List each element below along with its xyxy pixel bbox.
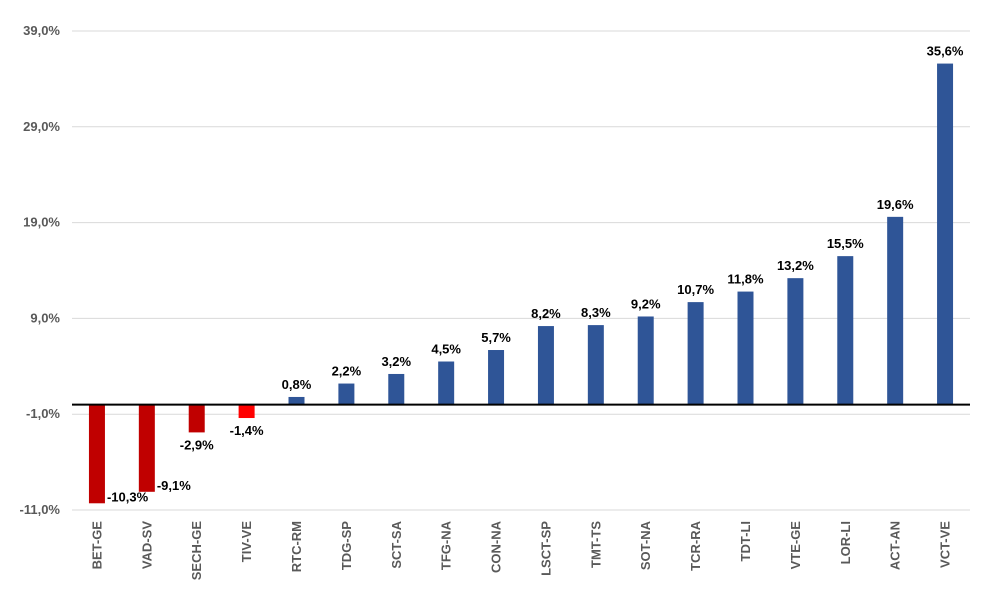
x-tick-label: LSCT-SP: [538, 521, 553, 576]
x-tick-label: TFG-NA: [439, 520, 454, 570]
x-tick-label: CON-NA: [489, 520, 504, 573]
x-tick-label: LOR-LI: [838, 521, 853, 564]
x-tick-label: SECH-GE: [189, 521, 204, 581]
bar: [537, 326, 554, 405]
bar: [687, 302, 704, 405]
bar: [737, 291, 754, 405]
y-tick-label: 9,0%: [30, 310, 60, 325]
x-tick-label: RTC-RM: [289, 521, 304, 572]
data-label: 11,8%: [727, 272, 764, 287]
bar: [837, 256, 854, 405]
data-label: 5,7%: [481, 330, 511, 345]
gridlines: [72, 30, 970, 511]
bar: [488, 350, 505, 405]
x-tick-label: BET-GE: [89, 521, 104, 570]
bar: [338, 383, 355, 405]
x-tick-label: TDT-LI: [738, 521, 753, 561]
y-tick-label: -1,0%: [26, 406, 60, 421]
data-label: 8,3%: [581, 305, 611, 320]
data-label: -9,1%: [157, 478, 191, 493]
x-tick-label: TCR-RA: [688, 520, 703, 570]
bar: [138, 404, 155, 492]
x-tick-label: TMT-TS: [588, 521, 603, 568]
x-tick-label: ACT-AN: [888, 521, 903, 570]
x-tick-label: SCT-SA: [389, 520, 404, 568]
bar: [238, 404, 255, 419]
x-tick-label: VAD-SV: [139, 521, 154, 569]
y-tick-label: 19,0%: [23, 215, 60, 230]
y-axis: -11,0% -1,0% 9,0% 19,0% 29,0% 39,0%: [20, 23, 61, 517]
data-label: 9,2%: [631, 296, 661, 311]
x-tick-label: VTE-GE: [788, 521, 803, 570]
data-label: 2,2%: [332, 364, 362, 379]
bar: [388, 373, 405, 405]
data-label: 4,5%: [431, 342, 461, 357]
x-tick-label: VCT-VE: [938, 521, 953, 568]
bar: [88, 404, 105, 504]
bars: [88, 63, 954, 504]
x-tick-label: TDG-SP: [339, 521, 354, 570]
bar: [288, 396, 305, 405]
data-label: 8,2%: [531, 306, 561, 321]
data-label: 0,8%: [282, 377, 312, 392]
data-label: 13,2%: [777, 258, 814, 273]
data-label: 10,7%: [677, 282, 714, 297]
data-label: 3,2%: [381, 354, 411, 369]
data-label: 19,6%: [877, 197, 914, 212]
data-label: -1,4%: [230, 423, 264, 438]
data-label: -10,3%: [107, 489, 149, 504]
x-tick-label: SOT-NA: [638, 520, 653, 570]
bar: [587, 325, 604, 405]
data-label: 15,5%: [827, 236, 864, 251]
bar: [188, 404, 205, 433]
bar: [787, 278, 804, 405]
y-tick-label: 39,0%: [23, 23, 60, 38]
x-axis: BET-GE VAD-SV SECH-GE TIV-VE RTC-RM TDG-SP SCT…: [89, 520, 952, 580]
bar: [887, 216, 904, 405]
data-label: 35,6%: [927, 44, 964, 59]
data-label: -2,9%: [180, 437, 214, 452]
bar: [937, 63, 954, 405]
data-labels: -10,3% -9,1% -2,9% -1,4% 0,8% 2,2% 3,2% 4,5% 5,7…: [107, 44, 964, 505]
y-tick-label: 29,0%: [23, 119, 60, 134]
x-tick-label: TIV-VE: [239, 521, 254, 563]
bar: [438, 361, 455, 405]
bar: [637, 316, 654, 405]
y-tick-label: -11,0%: [20, 502, 61, 517]
